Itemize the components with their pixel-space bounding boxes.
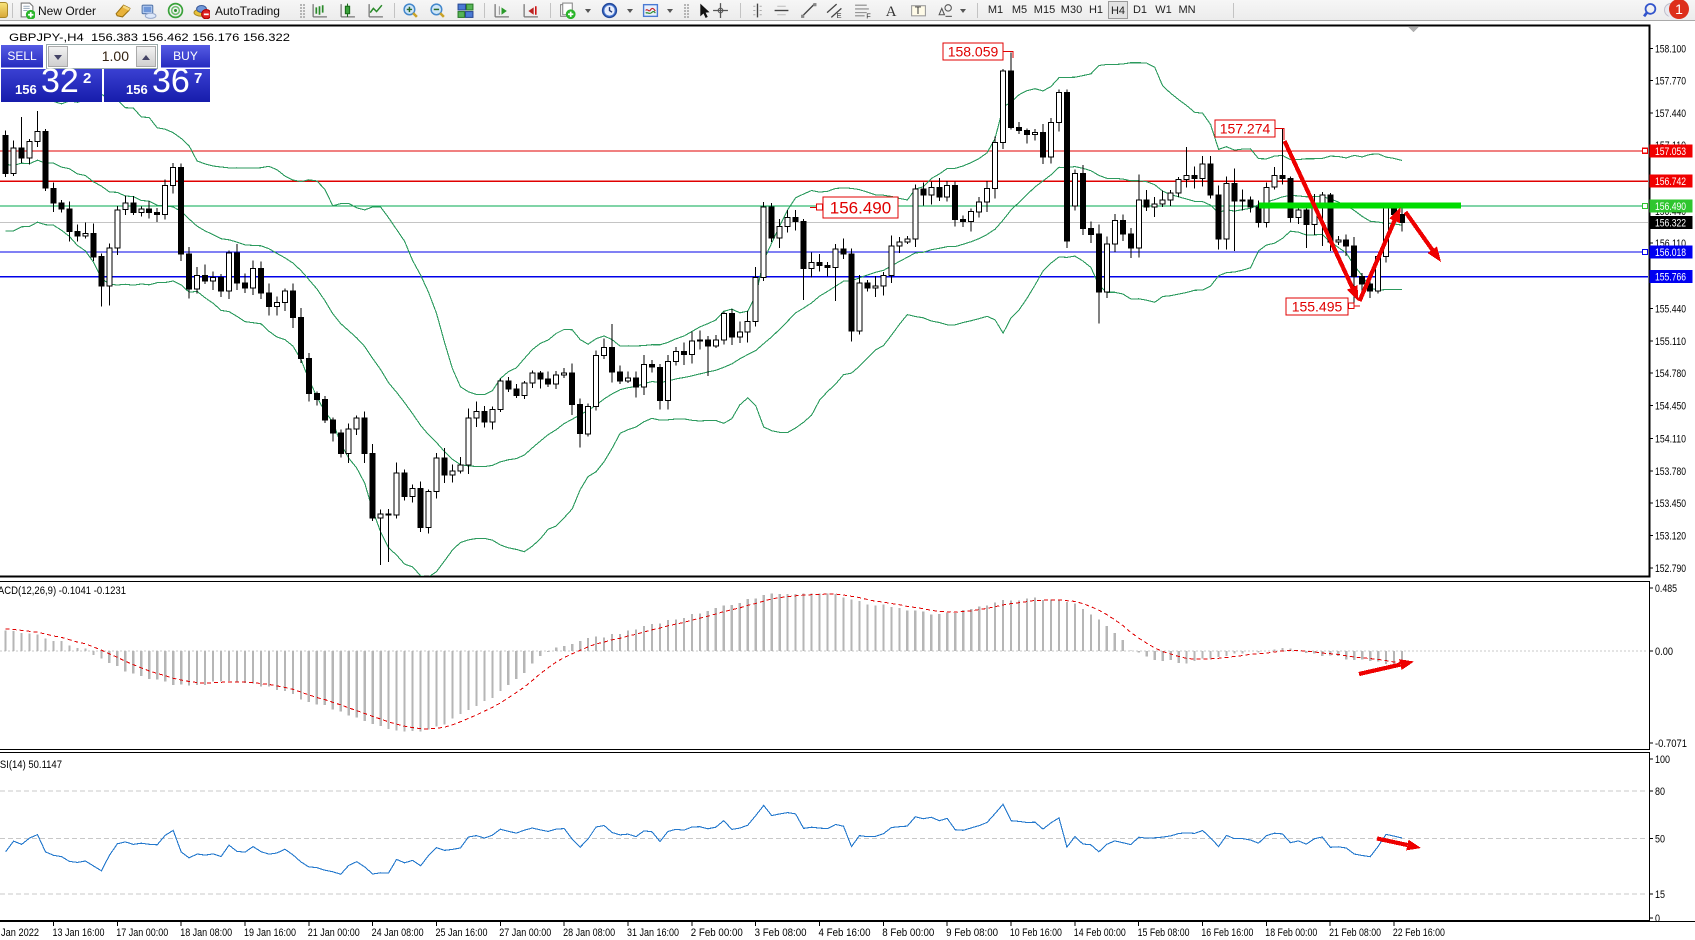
svg-text:50: 50 <box>1655 834 1665 846</box>
svg-text:18 Feb 00:00: 18 Feb 00:00 <box>1265 927 1317 939</box>
svg-text:153.120: 153.120 <box>1655 531 1686 543</box>
svg-text:0.00: 0.00 <box>1655 646 1673 658</box>
svg-text:155.495: 155.495 <box>1292 299 1343 315</box>
svg-text:Jan 2022: Jan 2022 <box>1 927 39 939</box>
svg-text:15: 15 <box>1655 889 1665 901</box>
svg-text:-0.7071: -0.7071 <box>1655 738 1687 750</box>
svg-text:31 Jan 16:00: 31 Jan 16:00 <box>627 927 679 939</box>
svg-text:18 Jan 08:00: 18 Jan 08:00 <box>180 927 232 939</box>
svg-text:155.110: 155.110 <box>1655 336 1686 348</box>
svg-text:0: 0 <box>1655 913 1660 925</box>
svg-text:3 Feb 08:00: 3 Feb 08:00 <box>755 927 807 939</box>
svg-text:154.450: 154.450 <box>1655 400 1686 412</box>
svg-text:2 Feb 00:00: 2 Feb 00:00 <box>691 927 743 939</box>
svg-text:154.110: 154.110 <box>1655 434 1686 446</box>
svg-text:19 Jan 16:00: 19 Jan 16:00 <box>244 927 296 939</box>
svg-text:E: E <box>837 11 842 19</box>
svg-text:25 Jan 16:00: 25 Jan 16:00 <box>436 927 488 939</box>
svg-text:8 Feb 00:00: 8 Feb 00:00 <box>882 927 934 939</box>
svg-text:153.780: 153.780 <box>1655 466 1686 478</box>
svg-text:157.770: 157.770 <box>1655 76 1686 88</box>
svg-text:24 Jan 08:00: 24 Jan 08:00 <box>372 927 424 939</box>
svg-text:14 Feb 00:00: 14 Feb 00:00 <box>1074 927 1126 939</box>
svg-text:9 Feb 08:00: 9 Feb 08:00 <box>946 927 998 939</box>
svg-text:MACD(12,26,9) -0.1041 -0.1231: MACD(12,26,9) -0.1041 -0.1231 <box>0 585 126 597</box>
svg-text:28 Jan 08:00: 28 Jan 08:00 <box>563 927 615 939</box>
svg-text:4 Feb 16:00: 4 Feb 16:00 <box>819 927 871 939</box>
svg-text:158.059: 158.059 <box>948 44 999 60</box>
svg-text:16 Feb 16:00: 16 Feb 16:00 <box>1201 927 1253 939</box>
svg-text:156.322: 156.322 <box>1655 217 1686 229</box>
svg-text:T: T <box>915 5 922 17</box>
svg-text:152.790: 152.790 <box>1655 563 1686 575</box>
svg-text:156.490: 156.490 <box>1655 201 1686 213</box>
svg-text:156.742: 156.742 <box>1655 176 1686 188</box>
svg-text:0.485: 0.485 <box>1655 583 1677 595</box>
svg-text:13 Jan 16:00: 13 Jan 16:00 <box>53 927 105 939</box>
svg-text:154.780: 154.780 <box>1655 368 1686 380</box>
svg-text:22 Feb 16:00: 22 Feb 16:00 <box>1393 927 1445 939</box>
svg-text:157.274: 157.274 <box>1220 121 1271 137</box>
svg-text:157.440: 157.440 <box>1655 108 1686 120</box>
svg-text:100: 100 <box>1655 754 1670 766</box>
svg-text:156.490: 156.490 <box>830 199 891 218</box>
svg-text:155.766: 155.766 <box>1655 272 1686 284</box>
svg-text:153.450: 153.450 <box>1655 498 1686 510</box>
svg-text:21 Feb 08:00: 21 Feb 08:00 <box>1329 927 1381 939</box>
svg-text:F: F <box>866 11 871 19</box>
svg-text:17 Jan 00:00: 17 Jan 00:00 <box>116 927 168 939</box>
svg-text:GBPJPY-,H4 156.383 156.462 15: GBPJPY-,H4 156.383 156.462 156.176 156.3… <box>9 32 290 44</box>
svg-text:27 Jan 00:00: 27 Jan 00:00 <box>499 927 551 939</box>
svg-text:RSI(14) 50.1147: RSI(14) 50.1147 <box>0 759 62 771</box>
svg-text:80: 80 <box>1655 786 1665 798</box>
svg-text:157.053: 157.053 <box>1655 146 1686 158</box>
svg-text:15 Feb 08:00: 15 Feb 08:00 <box>1138 927 1190 939</box>
svg-text:158.100: 158.100 <box>1655 43 1686 55</box>
svg-text:A: A <box>886 4 897 19</box>
svg-text:156.018: 156.018 <box>1655 247 1686 259</box>
svg-text:155.440: 155.440 <box>1655 304 1686 316</box>
svg-text:21 Jan 00:00: 21 Jan 00:00 <box>308 927 360 939</box>
svg-text:10 Feb 16:00: 10 Feb 16:00 <box>1010 927 1062 939</box>
